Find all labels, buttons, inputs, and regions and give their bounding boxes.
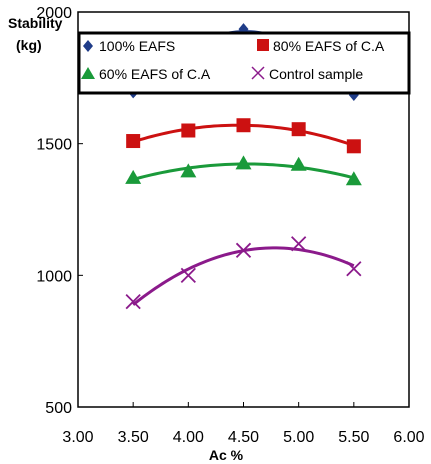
legend-label-series-1: 100% EAFS bbox=[99, 38, 175, 54]
y-axis-unit: (kg) bbox=[16, 37, 42, 53]
series-3 bbox=[125, 155, 362, 186]
series-3-point bbox=[290, 156, 307, 171]
x-tick-label: 3.00 bbox=[62, 429, 93, 446]
legend: 100% EAFS 80% EAFS of C.A 60% EAFS of C.… bbox=[77, 31, 411, 95]
series-3-point bbox=[235, 155, 252, 170]
series-2-point bbox=[291, 122, 306, 137]
y-axis-title: Stability bbox=[8, 15, 63, 31]
series-2-point bbox=[346, 139, 361, 154]
x-tick-label: 3.50 bbox=[118, 429, 149, 446]
series-4 bbox=[125, 236, 362, 310]
legend-box bbox=[77, 31, 411, 95]
series-2-point bbox=[126, 134, 141, 149]
y-axis-ticks: 500 1000 1500 2000 bbox=[36, 5, 83, 417]
series-4-point bbox=[180, 267, 196, 283]
series-2 bbox=[126, 118, 361, 154]
legend-marker-x bbox=[251, 66, 265, 80]
series-2-point bbox=[181, 123, 196, 138]
x-axis-ticks: 3.00 3.50 4.00 4.50 5.00 5.50 6.00 bbox=[62, 402, 425, 446]
series-2-point bbox=[236, 118, 251, 133]
series-3-point bbox=[125, 169, 142, 184]
x-tick-label: 5.00 bbox=[283, 429, 314, 446]
series-4-point bbox=[291, 236, 307, 252]
legend-label-series-2: 80% EAFS of C.A bbox=[273, 38, 385, 54]
legend-label-series-3: 60% EAFS of C.A bbox=[99, 66, 211, 82]
y-tick-label: 2000 bbox=[36, 5, 72, 22]
x-tick-label: 4.00 bbox=[173, 429, 204, 446]
series-3-point bbox=[345, 171, 362, 186]
x-tick-label: 4.50 bbox=[228, 429, 259, 446]
x-tick-label: 6.00 bbox=[393, 429, 424, 446]
y-tick-label: 1500 bbox=[36, 137, 72, 154]
legend-marker-diamond bbox=[83, 40, 93, 52]
series-4-point bbox=[125, 294, 141, 310]
legend-marker-triangle bbox=[81, 67, 95, 79]
series-3-point bbox=[180, 163, 197, 178]
y-tick-label: 1000 bbox=[36, 268, 72, 285]
x-axis-title: Ac % bbox=[209, 447, 244, 463]
series-4-point bbox=[346, 261, 362, 277]
y-tick-label: 500 bbox=[45, 400, 72, 417]
legend-label-series-4: Control sample bbox=[269, 66, 363, 82]
series-4-point bbox=[235, 242, 252, 258]
x-tick-label: 5.50 bbox=[338, 429, 369, 446]
legend-marker-square bbox=[257, 39, 269, 51]
